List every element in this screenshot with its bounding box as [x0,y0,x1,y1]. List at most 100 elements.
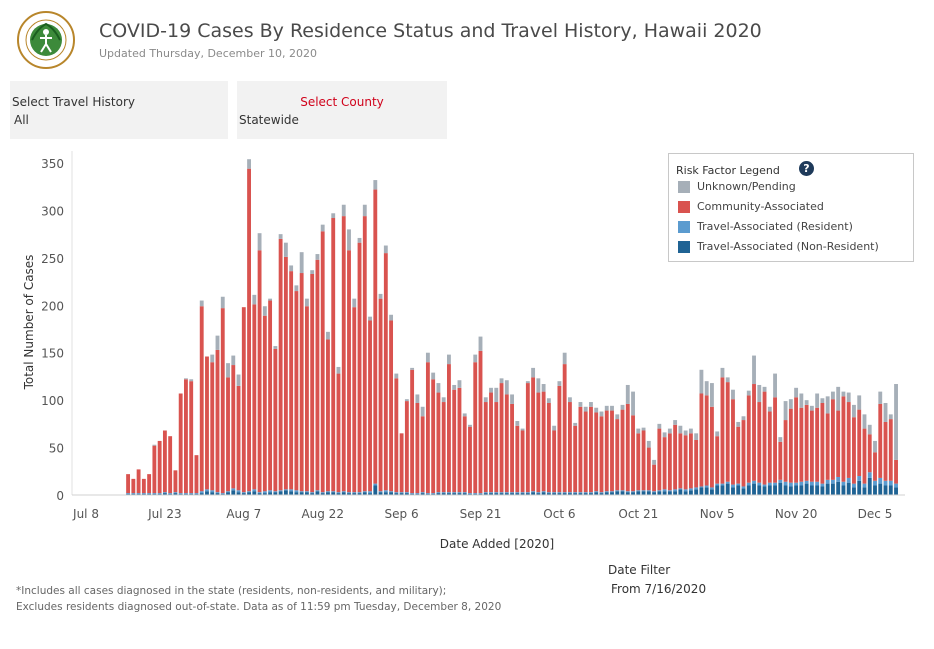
bar-segment-community[interactable] [173,470,178,493]
bar-segment-unknown[interactable] [310,270,315,274]
bar-segment-unknown[interactable] [378,293,383,299]
bar-segment-non-resident[interactable] [320,493,325,495]
bar-segment-non-resident[interactable] [515,493,520,495]
bar-segment-community[interactable] [336,373,341,493]
bar-segment-unknown[interactable] [189,379,194,382]
bar-segment-resident[interactable] [378,491,383,493]
bar-segment-resident[interactable] [262,491,267,494]
bar-segment-unknown[interactable] [862,414,867,429]
bar-segment-resident[interactable] [315,490,320,492]
bar-segment-non-resident[interactable] [520,493,525,495]
bar-segment-non-resident[interactable] [404,493,409,495]
bar-segment-community[interactable] [489,392,493,493]
bar-segment-unknown[interactable] [720,367,725,378]
bar-segment-non-resident[interactable] [615,491,620,495]
bar-segment-unknown[interactable] [830,391,835,400]
bar-segment-community[interactable] [378,298,383,492]
bar-segment-resident[interactable] [678,488,683,490]
bar-segment-community[interactable] [205,356,209,490]
bar-segment-resident[interactable] [357,492,362,494]
bar-segment-non-resident[interactable] [657,491,662,495]
bar-segment-unknown[interactable] [594,407,599,413]
bar-segment-unknown[interactable] [699,369,704,394]
bar-segment-resident[interactable] [362,491,367,493]
bar-segment-non-resident[interactable] [447,493,451,495]
bar-segment-resident[interactable] [331,491,336,493]
bar-segment-unknown[interactable] [289,265,294,272]
bar-segment-community[interactable] [326,339,330,492]
bar-segment-community[interactable] [552,430,557,493]
bar-segment-community[interactable] [441,402,446,493]
bar-segment-resident[interactable] [783,481,788,486]
bar-segment-resident[interactable] [326,491,330,493]
date-filter-value[interactable]: From 7/16/2020 [611,582,707,596]
bar-segment-unknown[interactable] [667,428,672,434]
bar-segment-resident[interactable] [736,483,741,486]
bar-segment-community[interactable] [289,271,294,490]
bar-segment-unknown[interactable] [510,394,514,404]
bar-segment-unknown[interactable] [704,381,709,396]
bar-segment-resident[interactable] [473,493,478,495]
bar-segment-community[interactable] [341,216,346,492]
bar-segment-community[interactable] [226,377,230,492]
bar-segment-resident[interactable] [888,480,893,486]
bar-segment-resident[interactable] [452,492,457,494]
bar-segment-community[interactable] [620,409,625,491]
bar-segment-community[interactable] [657,428,662,491]
bar-segment-community[interactable] [862,428,867,484]
bar-segment-unknown[interactable] [773,373,777,398]
bar-segment-community[interactable] [126,474,131,494]
bar-segment-resident[interactable] [610,491,614,493]
bar-segment-unknown[interactable] [683,430,688,436]
bar-segment-community[interactable] [431,379,436,494]
bar-segment-non-resident[interactable] [773,485,777,495]
bar-segment-community[interactable] [499,383,504,493]
bar-segment-unknown[interactable] [368,316,372,321]
bar-segment-resident[interactable] [699,486,704,488]
bar-segment-community[interactable] [331,218,336,492]
bar-segment-non-resident[interactable] [525,493,530,495]
bar-segment-community[interactable] [515,425,520,493]
bar-segment-unknown[interactable] [352,298,357,308]
bar-segment-community[interactable] [578,406,583,493]
bar-segment-resident[interactable] [320,492,325,494]
bar-segment-unknown[interactable] [715,431,720,437]
bar-segment-unknown[interactable] [452,384,457,390]
bar-segment-resident[interactable] [604,491,609,493]
bar-segment-unknown[interactable] [752,355,756,385]
bar-segment-community[interactable] [710,406,714,488]
bar-segment-non-resident[interactable] [873,485,877,495]
bar-segment-non-resident[interactable] [741,488,746,495]
bar-segment-community[interactable] [752,384,756,481]
bar-segment-non-resident[interactable] [625,492,630,495]
bar-segment-community[interactable] [557,385,562,493]
bar-segment-unknown[interactable] [515,421,520,426]
bar-segment-resident[interactable] [662,489,667,492]
bar-segment-resident[interactable] [494,492,499,494]
bar-segment-resident[interactable] [809,481,814,486]
bar-segment-resident[interactable] [536,492,541,494]
bar-segment-resident[interactable] [278,490,283,492]
bar-segment-non-resident[interactable] [804,483,809,495]
bar-segment-unknown[interactable] [231,355,236,366]
bar-segment-resident[interactable] [483,492,488,494]
bar-segment-non-resident[interactable] [389,492,394,495]
bar-segment-community[interactable] [652,464,657,492]
bar-segment-community[interactable] [888,419,893,481]
bar-segment-unknown[interactable] [536,378,541,393]
bar-segment-community[interactable] [178,393,183,494]
bar-segment-non-resident[interactable] [268,492,273,495]
bar-segment-unknown[interactable] [688,428,693,434]
bar-segment-unknown[interactable] [552,425,557,431]
bar-segment-community[interactable] [262,315,267,492]
bar-segment-community[interactable] [347,250,351,493]
bar-segment-community[interactable] [699,393,704,487]
bar-segment-resident[interactable] [157,493,162,495]
bar-segment-community[interactable] [294,291,299,491]
bar-segment-non-resident[interactable] [762,486,767,495]
bar-segment-non-resident[interactable] [641,491,646,495]
bar-segment-unknown[interactable] [410,367,415,370]
bar-segment-resident[interactable] [620,490,625,492]
bar-segment-resident[interactable] [294,490,299,493]
bar-segment-non-resident[interactable] [226,492,230,495]
